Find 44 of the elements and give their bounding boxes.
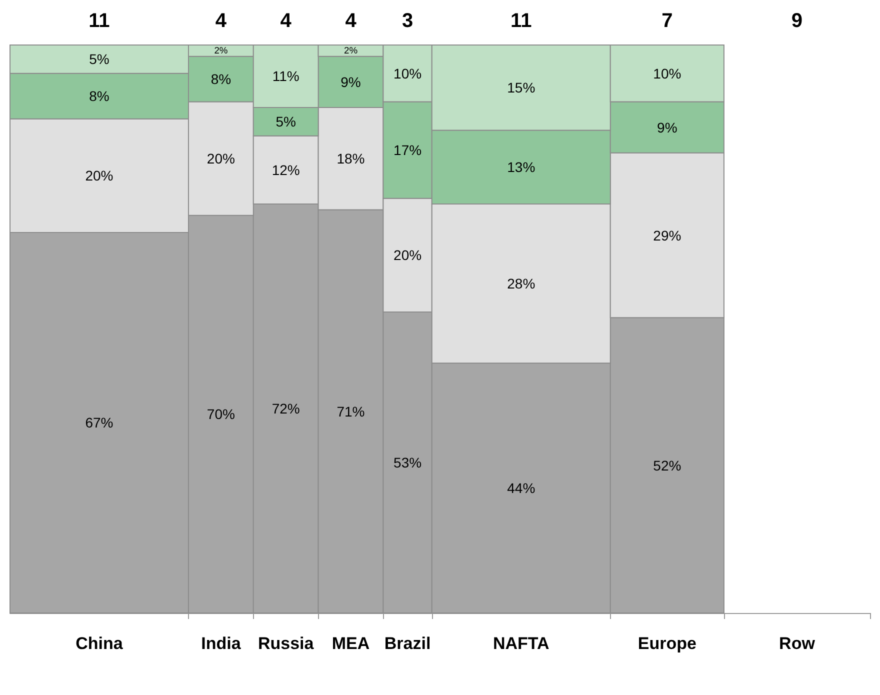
text: 7 [662,10,673,32]
x-tick-label: Europe [638,634,696,653]
data-label: 70% [206,406,235,422]
data-label: 11% [272,68,300,84]
data-label: 8% [210,71,232,88]
data-label: 5% [276,114,296,130]
text: 11 [88,10,110,32]
text: 4 [215,10,228,32]
text: 11 [510,10,532,32]
data-label: 53% [394,454,422,470]
data-label: 28% [507,276,536,292]
data-label: 10% [653,65,682,82]
data-label: 12% [272,162,300,178]
data-label: 8% [89,88,110,104]
data-label: 15% [507,80,536,96]
x-tick-label: Row [779,634,816,653]
data-label: 9% [657,119,678,136]
data-label: 2% [344,46,358,56]
text: 9 [791,10,803,32]
data-label: 9% [340,74,361,90]
x-tick-label: Russia [258,634,314,653]
text: 4 [345,10,358,32]
data-label: 72% [272,400,300,417]
x-tick-label: Brazil [384,634,431,653]
x-tick-label: NAFTA [492,634,550,653]
x-tick-label: China [76,634,124,653]
data-label: 67% [85,414,114,431]
data-label: 13% [507,159,536,176]
x-tick-label: India [201,634,242,653]
data-label: 71% [336,403,365,420]
data-label: 5% [89,51,110,68]
data-label: 52% [653,457,682,474]
data-label: 17% [394,142,422,158]
data-label: 29% [653,227,682,244]
data-label: 2% [214,46,228,56]
data-label: 20% [394,247,422,264]
x-tick-label: MEA [332,634,370,653]
data-label: 20% [206,150,235,167]
data-label: 20% [85,168,114,184]
data-label: 18% [336,150,365,167]
text: 4 [280,10,292,32]
data-label: 44% [507,480,536,496]
data-label: 10% [394,65,422,82]
text: 3 [402,10,414,32]
